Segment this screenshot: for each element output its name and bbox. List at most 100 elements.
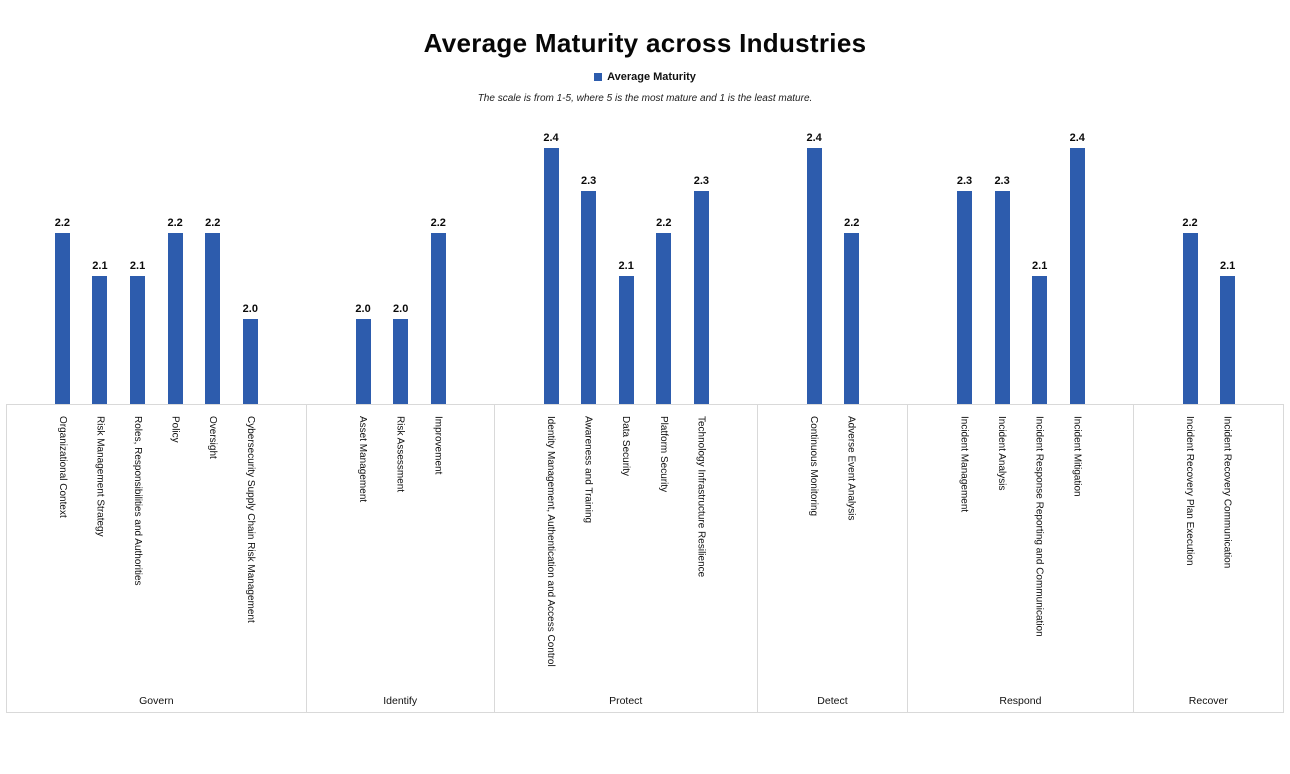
bar-slot: 2.4	[532, 132, 570, 404]
category-labels-area: Continuous Monitoring Adverse Event Analy…	[757, 404, 909, 713]
category-label-slot: Technology Infrastructure Resilience	[682, 405, 720, 712]
bar-data-security	[618, 276, 634, 404]
category-label: Roles, Responsibilities and Authorities	[132, 416, 144, 586]
category-label-slot: Roles, Responsibilities and Authorities	[119, 405, 157, 712]
group-label-identify: Identify	[383, 695, 418, 707]
value-label: 2.2	[844, 217, 860, 230]
value-label: 2.3	[580, 174, 597, 187]
bar-adverse-event-analysis	[844, 233, 860, 404]
category-label-slot: Incident Management	[945, 405, 983, 712]
value-label: 2.4	[543, 132, 559, 145]
bar-roles-responsibilities-and-authorities	[130, 276, 146, 404]
category-label-slot: Asset Management	[344, 405, 382, 712]
bar-with-label: 2.3	[957, 175, 972, 404]
bar-with-label: 2.0	[355, 303, 371, 404]
category-labels-area: Asset Management Risk Assessment Improveme…	[306, 404, 495, 713]
bar-with-label: 2.0	[243, 303, 258, 404]
legend-square-icon	[594, 73, 603, 81]
bar-slot: 2.1	[119, 260, 157, 404]
bar-with-label: 2.1	[130, 260, 145, 404]
category-label-slot: Platform Security	[645, 405, 683, 712]
category-label: Risk Assessment	[394, 416, 406, 493]
category-label-slot: Incident Response Reporting and Communic…	[1020, 405, 1058, 712]
category-label: Incident Analysis	[996, 416, 1008, 491]
value-label: 2.2	[1182, 217, 1198, 230]
legend-label: Average Maturity	[607, 71, 696, 83]
bar-slot: 2.2	[419, 217, 457, 404]
bars-area: 2.0 2.0 2.2	[307, 120, 495, 404]
bar-incident-response-reporting-and-communication	[1032, 276, 1048, 404]
bar-slot: 2.4	[1058, 132, 1096, 404]
category-labels-area: Incident Recovery Plan Execution Incident…	[1133, 404, 1285, 713]
group-label-detect: Detect	[817, 695, 848, 707]
value-label: 2.2	[167, 217, 183, 230]
category-label: Technology Infrastructure Resilience	[695, 416, 707, 578]
category-label: Platform Security	[657, 416, 669, 493]
bars-area: 2.2 2.1	[1134, 120, 1284, 404]
plot-area: 2.2 2.1 2.1 2.2 2.2 2.0 Organizational Context…	[6, 120, 1285, 713]
bar-with-label: 2.0	[393, 303, 408, 404]
bar-with-label: 2.2	[55, 217, 70, 404]
value-label: 2.3	[956, 174, 973, 187]
bar-with-label: 2.2	[205, 217, 220, 404]
bar-slot: 2.4	[795, 132, 833, 404]
bar-with-label: 2.3	[694, 175, 709, 404]
bar-with-label: 2.3	[581, 175, 596, 404]
bar-policy	[167, 233, 183, 404]
group-label-protect: Protect	[609, 695, 643, 707]
bar-incident-mitigation	[1069, 148, 1085, 404]
category-label: Incident Recovery Plan Execution	[1184, 416, 1196, 566]
value-label: 2.3	[994, 174, 1010, 187]
category-label: Awareness and Training	[582, 416, 594, 524]
bar-slot: 2.2	[156, 217, 194, 404]
bar-continuous-monitoring	[806, 148, 822, 404]
bar-slot: 2.0	[382, 303, 420, 404]
category-label: Risk Management Strategy	[94, 416, 106, 537]
category-label-slot: Incident Recovery Communication	[1208, 405, 1246, 712]
group-label-respond: Respond	[999, 695, 1042, 707]
value-label: 2.2	[54, 217, 70, 230]
bar-incident-recovery-plan-execution	[1182, 233, 1198, 404]
bar-with-label: 2.2	[431, 217, 446, 404]
category-label-slot: Incident Recovery Plan Execution	[1171, 405, 1209, 712]
bars-area: 2.2 2.1 2.1 2.2 2.2 2.0	[6, 120, 307, 404]
category-label: Adverse Event Analysis	[845, 416, 857, 521]
bars-area: 2.4 2.3 2.1 2.2 2.3	[495, 120, 758, 404]
value-label: 2.2	[430, 217, 446, 230]
chart-legend: Average Maturity	[0, 71, 1290, 83]
category-labels-area: Incident Management Incident Analysis Inci…	[908, 404, 1134, 713]
group-respond: 2.3 2.3 2.1 2.4 Incident Management Incident …	[908, 120, 1134, 713]
category-label: Asset Management	[357, 416, 369, 503]
bar-slot: 2.2	[44, 217, 82, 404]
bar-organizational-context	[54, 233, 70, 404]
chart-title: Average Maturity across Industries	[423, 28, 867, 58]
category-label-slot: Oversight	[194, 405, 232, 712]
bar-with-label: 2.1	[1032, 260, 1047, 404]
category-label: Oversight	[207, 416, 219, 459]
value-label: 2.3	[693, 174, 710, 187]
category-label: Continuous Monitoring	[808, 416, 820, 517]
bar-incident-recovery-communication	[1220, 276, 1236, 404]
bar-risk-management-strategy	[92, 276, 108, 404]
bar-with-label: 2.1	[92, 260, 108, 404]
bar-with-label: 2.2	[844, 217, 859, 404]
bar-slot: 2.3	[983, 175, 1021, 404]
category-label: Incident Management	[958, 416, 970, 513]
category-labels-area: Identity Management, Authentication and …	[494, 404, 758, 713]
category-label-slot: Data Security	[607, 405, 645, 712]
value-label: 2.1	[1032, 260, 1048, 273]
category-label-slot: Adverse Event Analysis	[832, 405, 870, 712]
category-label: Incident Response Reporting and Communic…	[1033, 416, 1045, 637]
category-label: Incident Recovery Communication	[1221, 416, 1233, 569]
bar-slot: 2.2	[833, 217, 871, 404]
category-label: Incident Mitigation	[1071, 416, 1083, 497]
bar-slot: 2.0	[344, 303, 382, 404]
category-label-slot: Incident Analysis	[983, 405, 1021, 712]
group-identify: 2.0 2.0 2.2 Asset Management Risk Assessment…	[306, 120, 495, 713]
bar-technology-infrastructure-resilience	[693, 190, 709, 404]
bar-slot: 2.1	[607, 260, 645, 404]
bar-slot: 2.1	[81, 260, 119, 404]
category-label-slot: Risk Management Strategy	[81, 405, 119, 712]
category-labels-area: Organizational Context Risk Management St…	[6, 404, 307, 713]
bar-cybersecurity-supply-chain-risk-management	[242, 318, 258, 404]
